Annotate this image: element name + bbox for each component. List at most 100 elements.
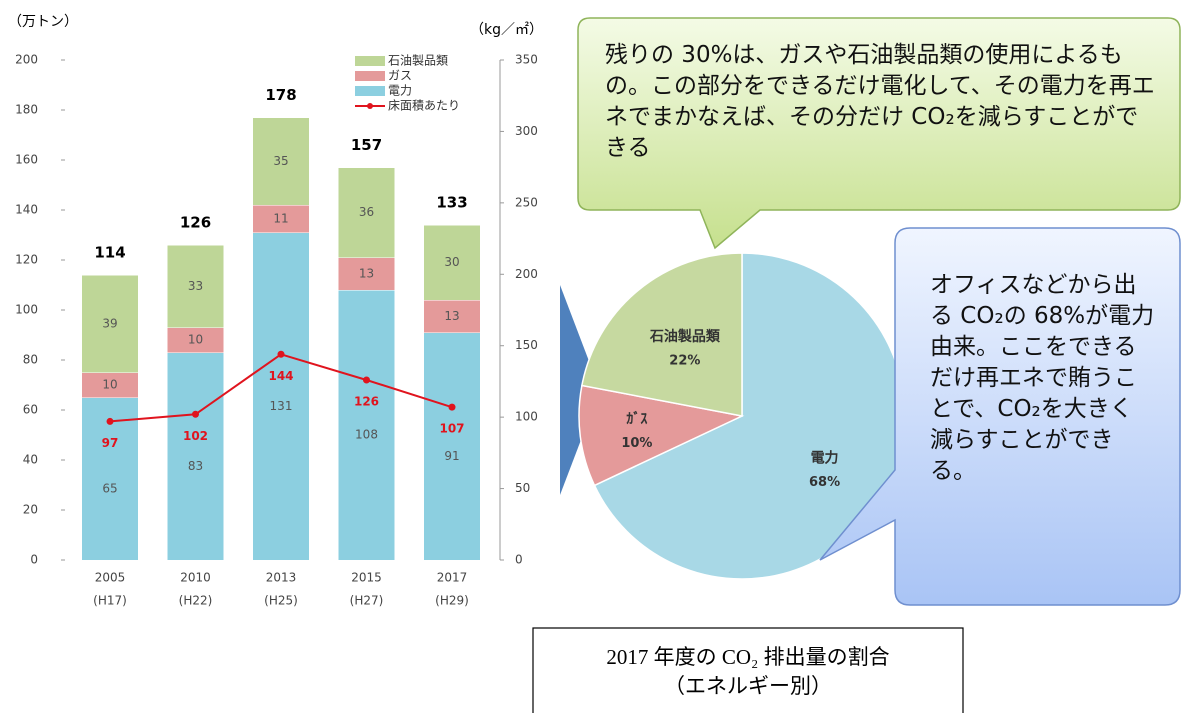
y-tick-label: 60 — [23, 403, 38, 417]
value-label: 10 — [188, 333, 203, 347]
value-label: 83 — [188, 459, 203, 473]
value-label: 39 — [102, 316, 117, 330]
x-tick-label: (H29) — [435, 594, 469, 608]
y-tick-label: 120 — [15, 253, 38, 267]
bar-segment — [424, 332, 480, 560]
legend-label: 電力 — [388, 84, 412, 98]
legend-swatch — [355, 56, 385, 66]
bar-segment — [82, 275, 138, 373]
callout-bubble — [577, 17, 1181, 250]
value-label: 131 — [270, 399, 293, 413]
bar-segment — [167, 327, 224, 353]
total-label: 126 — [180, 214, 211, 232]
legend-label: ガス — [388, 69, 412, 83]
bar-segment — [424, 225, 480, 300]
slice-label: 電力 — [811, 449, 839, 466]
y-tick-label: 200 — [15, 53, 38, 67]
bar-segment — [253, 117, 309, 205]
value-label: 11 — [273, 211, 288, 225]
caption: 2017 年度の CO₂ 排出量の割合 — [606, 645, 889, 669]
total-label: 133 — [436, 194, 467, 212]
legend-swatch — [355, 71, 385, 81]
y2-axis-label: （kg／㎡） — [470, 22, 543, 38]
point — [106, 417, 114, 425]
bar-segment — [338, 290, 395, 560]
value-label: 13 — [444, 309, 459, 323]
y-tick-label: 40 — [23, 453, 38, 467]
value-label: 36 — [359, 205, 374, 219]
bar-segment — [338, 167, 395, 258]
arrow — [560, 285, 600, 495]
total-label: 157 — [351, 136, 382, 154]
y2-tick-label: 350 — [515, 53, 538, 67]
bar-segment — [424, 300, 480, 333]
bar-segment — [167, 352, 224, 560]
point — [192, 410, 199, 418]
point — [363, 376, 370, 384]
legend-label: 床面積あたり — [388, 98, 460, 113]
bar-segment — [253, 205, 309, 233]
value-label: 30 — [444, 255, 459, 269]
x-tick-label: (H22) — [179, 594, 213, 608]
legend-swatch — [367, 103, 373, 109]
line-value-label: 102 — [183, 429, 208, 443]
line-value-label: 126 — [354, 395, 379, 409]
x-tick-label: (H27) — [350, 594, 384, 608]
y-tick-label: 160 — [15, 153, 38, 167]
y2-tick-label: 250 — [515, 195, 538, 209]
bar-segment — [167, 245, 224, 328]
value-label: 33 — [188, 279, 203, 293]
caption: （エネルギー別） — [664, 674, 832, 698]
total-label: 178 — [265, 86, 296, 104]
y2-tick-label: 200 — [515, 267, 538, 281]
x-tick-label: 2005 — [95, 571, 126, 585]
y-tick-label: 0 — [30, 553, 38, 567]
slice-label: 石油製品類 — [649, 328, 721, 345]
line-value-label: 144 — [268, 369, 293, 383]
bar-segment — [338, 257, 395, 290]
bar-segment — [82, 372, 138, 398]
point — [277, 350, 285, 358]
pie-slice — [578, 384, 745, 487]
value-label: 91 — [444, 449, 459, 463]
y-tick-label: 180 — [15, 103, 38, 117]
y-tick-label: 80 — [23, 353, 38, 367]
point — [448, 403, 456, 411]
line-value-label: 107 — [439, 422, 464, 436]
y-tick-label: 100 — [15, 303, 38, 317]
y-tick-label: 20 — [23, 503, 38, 517]
callout-text: オフィスなどから出る CO₂の 68%が電力由来。ここをできるだけ再エネで賄うこ… — [930, 272, 1155, 484]
x-tick-label: 2017 — [437, 571, 468, 585]
callout-bubble — [819, 227, 1181, 606]
x-tick-label: 2010 — [180, 571, 211, 585]
legend-label: 石油製品類 — [388, 54, 448, 68]
value-label: 35 — [273, 154, 288, 168]
total-label: 114 — [94, 244, 125, 262]
legend-swatch — [355, 86, 385, 96]
value-label: 13 — [359, 266, 374, 280]
slice-value-label: 68% — [809, 475, 840, 490]
y-tick-label: 140 — [15, 203, 38, 217]
y-axis-label: （万トン） — [8, 14, 78, 30]
y2-tick-label: 150 — [515, 338, 538, 352]
y2-tick-label: 100 — [515, 410, 538, 424]
slice-label: ｶﾞｽ — [626, 410, 647, 427]
x-tick-label: 2015 — [351, 571, 382, 585]
slice-value-label: 22% — [669, 353, 700, 368]
pie-slice — [581, 252, 743, 417]
bar-segment — [253, 232, 309, 560]
value-label: 108 — [355, 428, 378, 442]
value-label: 65 — [102, 481, 117, 495]
y2-tick-label: 300 — [515, 124, 538, 138]
line-value-label: 97 — [102, 436, 119, 450]
caption-box — [532, 627, 964, 713]
y2-tick-label: 50 — [515, 481, 530, 495]
slice-value-label: 10% — [621, 436, 652, 451]
x-tick-label: 2013 — [266, 571, 297, 585]
value-label: 10 — [102, 378, 117, 392]
x-tick-label: (H25) — [264, 594, 298, 608]
x-tick-label: (H17) — [93, 594, 127, 608]
callout-text: 残りの 30%は、ガスや石油製品類の使用によるもの。この部分をできるだけ電化して… — [605, 42, 1155, 161]
